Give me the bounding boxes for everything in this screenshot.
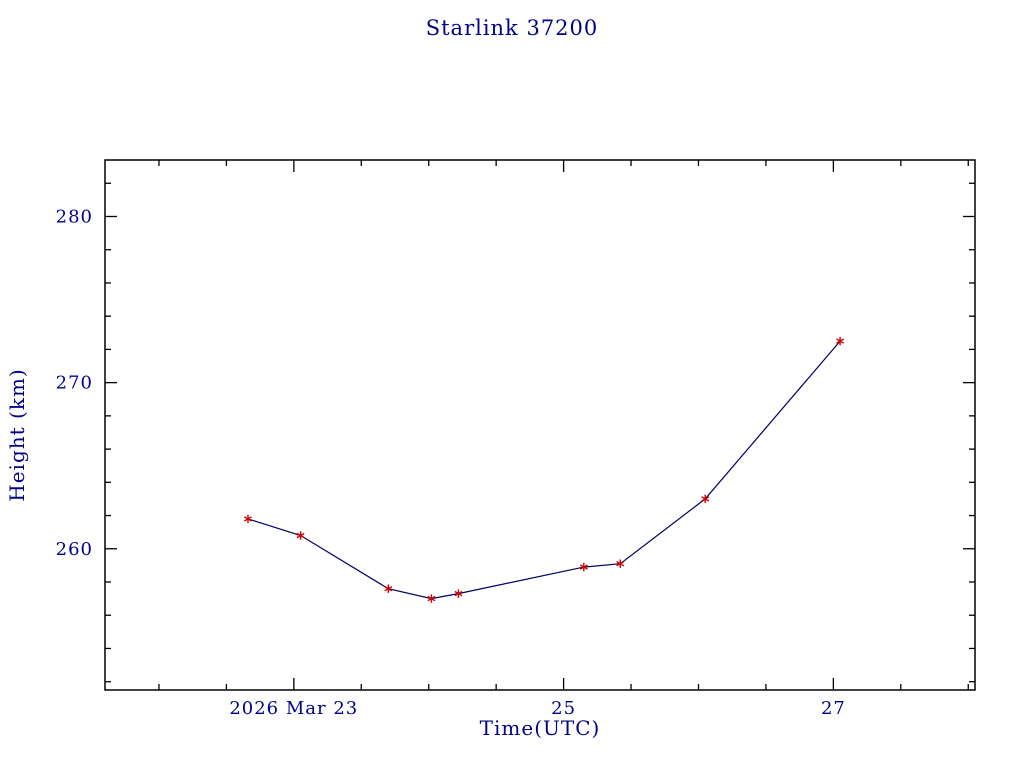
chart-title: Starlink 37200 (425, 16, 599, 40)
x-tick-label: 25 (551, 698, 576, 719)
data-line (247, 340, 841, 600)
data-point-marker (384, 584, 393, 593)
plot-frame (104, 159, 976, 691)
data-point-marker (616, 559, 625, 568)
x-axis-label: Time(UTC) (479, 716, 601, 740)
data-point-marker (427, 594, 436, 603)
data-point-marker (296, 531, 305, 540)
data-point-marker (243, 514, 252, 524)
y-tick-label: 280 (56, 207, 93, 228)
x-tick-label: 27 (821, 698, 846, 719)
y-tick-label: 270 (56, 373, 93, 394)
data-point-marker (836, 336, 845, 346)
y-tick-label: 260 (56, 539, 93, 560)
data-point-marker (454, 589, 463, 598)
x-tick-label: 2026 Mar 23 (229, 698, 358, 719)
data-point-marker (579, 562, 588, 572)
data-point-marker (701, 494, 710, 504)
